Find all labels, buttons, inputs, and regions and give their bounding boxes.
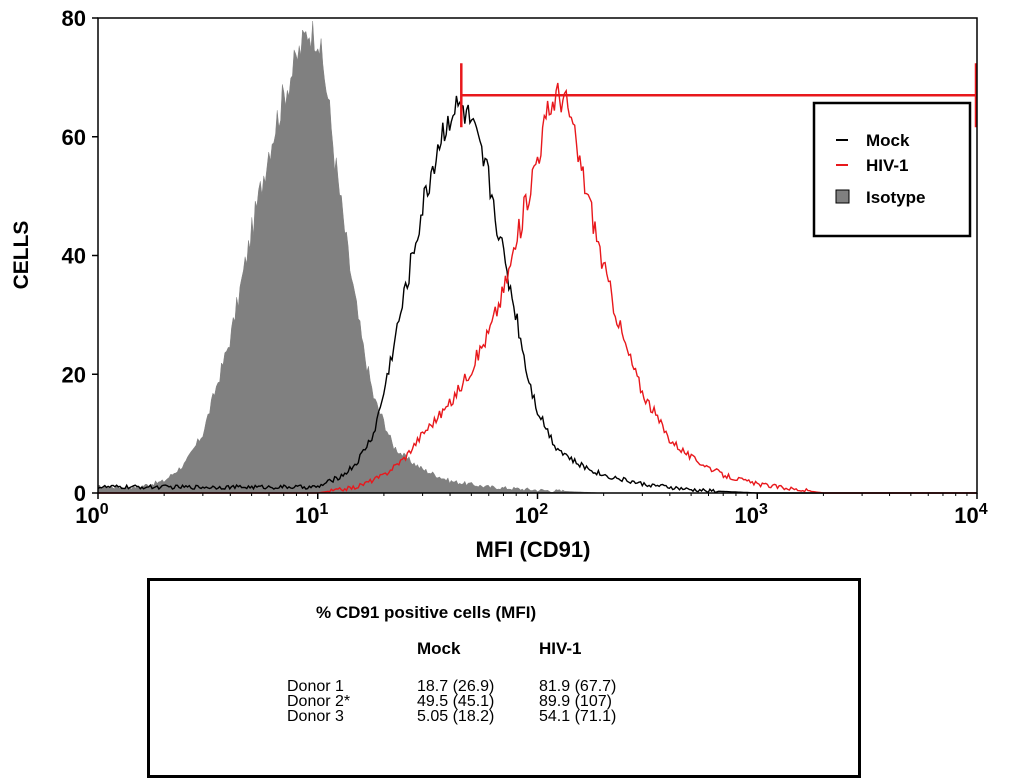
plot-layer [97,20,978,494]
y-tick-label: 0 [74,481,86,506]
hiv-value: 81.9 (67.7) [539,678,617,695]
y-tick-label: 60 [62,125,86,150]
donor-label: Donor 1 [287,678,344,695]
donor-label: Donor 3 [287,708,344,725]
series-isotype-area [97,20,977,494]
y-tick-label: 20 [62,362,86,387]
mock-value: 18.7 (26.9) [417,678,495,695]
legend-isotype-label: Isotype [866,188,926,207]
legend-hiv-label: HIV-1 [866,156,909,175]
y-tick-label: 80 [62,6,86,31]
legend-mock-label: Mock [866,131,910,150]
y-tick-label: 40 [62,244,86,269]
x-tick-label: 100 [75,501,108,528]
stats-table-box: % CD91 positive cells (MFI) Mock HIV-1 D… [147,578,861,778]
column-header-mock: Mock [417,639,461,658]
stats-table-title: % CD91 positive cells (MFI) [316,603,537,622]
y-axis-label: CELLS [10,221,33,290]
x-tick-label: 104 [954,501,987,528]
legend-isotype-swatch [835,189,850,204]
x-tick-label: 103 [735,501,768,528]
mock-value: 5.05 (18.2) [417,708,495,725]
x-tick-label: 101 [295,501,328,528]
hiv-value: 54.1 (71.1) [539,708,617,725]
legend-box [812,101,972,238]
ticks-layer: 0 20 40 60 80 100 101 102 103 104 [62,6,988,528]
legend: Mock HIV-1 Isotype [812,101,972,238]
column-header-hiv: HIV-1 [539,639,582,658]
x-axis-label: MFI (CD91) [476,537,591,562]
hiv-value: 89.9 (107) [539,693,612,710]
donor-label: Donor 2* [287,693,351,710]
x-tick-label: 102 [515,501,548,528]
mock-value: 49.5 (45.1) [417,693,495,710]
